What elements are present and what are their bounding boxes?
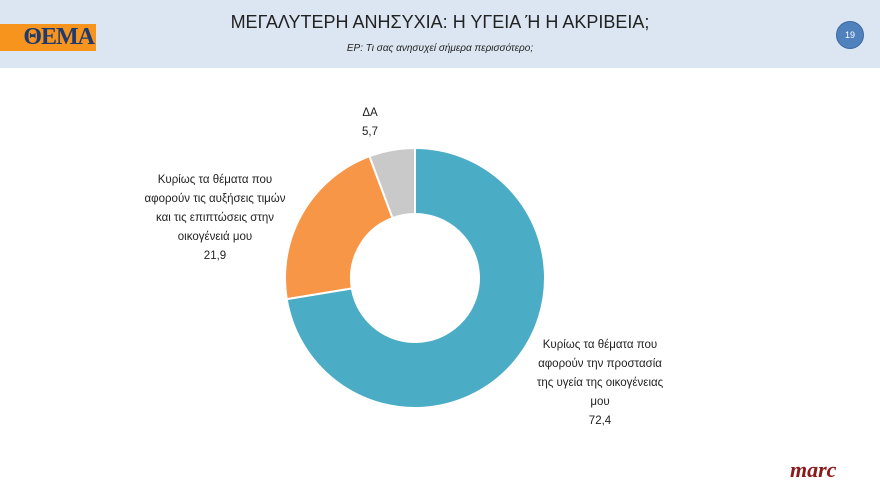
- label-prices-text: Κυρίως τα θέματα που αφορούν τις αυξήσει…: [144, 174, 286, 243]
- label-da: ΔΑ 5,7: [350, 104, 390, 142]
- label-prices: Κυρίως τα θέματα που αφορούν τις αυξήσει…: [140, 171, 290, 266]
- marc-logo: marc: [790, 457, 837, 482]
- label-prices-value: 21,9: [203, 250, 227, 262]
- donut-slice-0: [285, 146, 546, 409]
- label-health-value: 72,4: [588, 415, 612, 427]
- chart-subtitle: ΕΡ: Τι σας ανησυχεί σήμερα περισσότερο;: [346, 43, 534, 54]
- donut-slice-1: [284, 154, 394, 301]
- label-da-text: ΔΑ: [362, 107, 378, 119]
- label-health: Κυρίως τα θέματα που αφορούν την προστασ…: [535, 336, 665, 431]
- page-number-badge: 19: [836, 21, 864, 49]
- logo: ΘΕΜΑ: [0, 24, 96, 51]
- label-da-value: 5,7: [362, 126, 378, 138]
- donut-slice-2: [368, 146, 416, 220]
- label-health-text: Κυρίως τα θέματα που αφορούν την προστασ…: [536, 339, 664, 408]
- chart-title: ΜΕΓΑΛΥΤΕΡΗ ΑΝΗΣΥΧΙΑ: Η ΥΓΕΙΑ Ή Η ΑΚΡΙΒΕΙ…: [230, 12, 650, 32]
- header: ΘΕΜΑ ΜΕΓΑΛΥΤΕΡΗ ΑΝΗΣΥΧΙΑ: Η ΥΓΕΙΑ Ή Η ΑΚ…: [0, 0, 880, 68]
